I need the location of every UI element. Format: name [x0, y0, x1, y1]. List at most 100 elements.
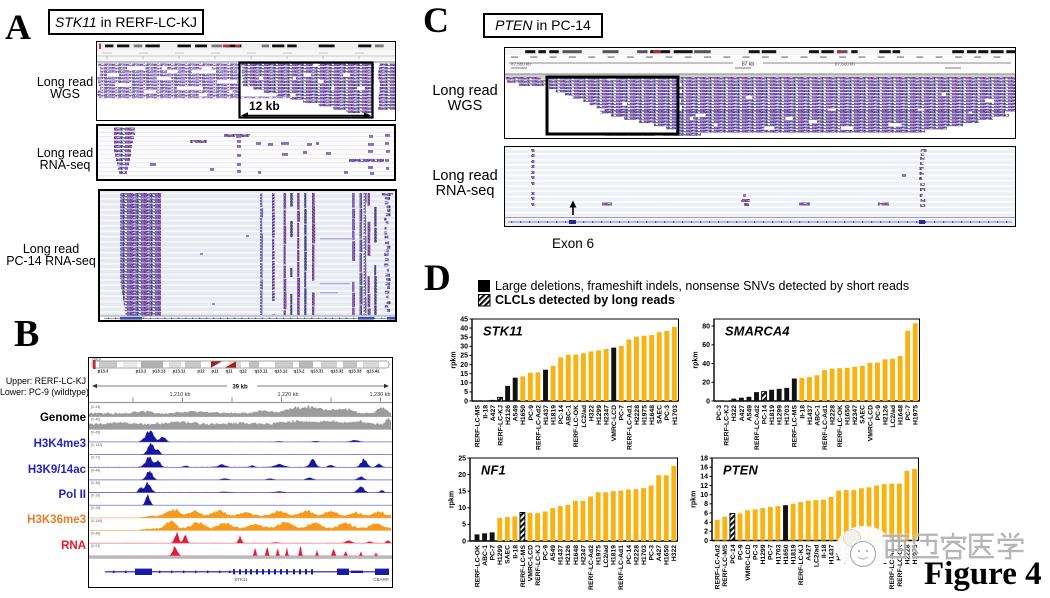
svg-text:15: 15 — [458, 489, 466, 496]
svg-text:rpkm: rpkm — [451, 351, 458, 368]
svg-text:A427: A427 — [738, 404, 745, 420]
svg-text:SMARCA4: SMARCA4 — [725, 323, 790, 338]
svg-text:20: 20 — [460, 361, 468, 368]
svg-text:RERF-LC-OK: RERF-LC-OK — [474, 545, 481, 587]
svg-text:H322: H322 — [731, 404, 738, 420]
svg-text:q13.2: q13.2 — [294, 369, 305, 374]
svg-text:[0-142]: [0-142] — [91, 443, 102, 447]
svg-text:PTEN: PTEN — [723, 463, 758, 478]
svg-text:PC-14: PC-14 — [761, 404, 768, 423]
svg-text:H1299: H1299 — [760, 544, 767, 564]
svg-text:40: 40 — [460, 325, 468, 332]
svg-text:0: 0 — [704, 538, 708, 545]
svg-text:rpkm: rpkm — [449, 491, 456, 508]
svg-text:1,230 kb: 1,230 kb — [369, 392, 390, 398]
svg-text:PC-14: PC-14 — [626, 545, 633, 564]
svg-text:[0-71]: [0-71] — [91, 456, 100, 460]
svg-text:2: 2 — [704, 529, 708, 536]
svg-text:[0-46]: [0-46] — [91, 418, 100, 422]
svg-text:A549: A549 — [746, 404, 753, 420]
svg-text:RERF-LC-KJ: RERF-LC-KJ — [497, 404, 504, 445]
svg-text:[0-93]: [0-93] — [91, 544, 100, 548]
svg-text:RERF-LC-MS: RERF-LC-MS — [475, 404, 482, 447]
svg-text:H2347: H2347 — [580, 545, 587, 565]
svg-text:PC-7: PC-7 — [619, 404, 626, 420]
svg-text:SAEC: SAEC — [505, 545, 512, 564]
svg-text:PC-7: PC-7 — [905, 404, 912, 420]
svg-text:NF1: NF1 — [481, 463, 506, 478]
svg-text:8: 8 — [704, 501, 708, 508]
svg-text:p12: p12 — [197, 369, 205, 374]
svg-text:A427: A427 — [656, 545, 663, 561]
svg-text:H2347: H2347 — [604, 404, 611, 424]
svg-text:LC2/ad: LC2/ad — [603, 545, 610, 568]
svg-text:H1975: H1975 — [912, 404, 919, 424]
svg-text:H2347: H2347 — [852, 404, 859, 424]
svg-text:PC-14: PC-14 — [730, 544, 737, 563]
svg-text:LC2/ad: LC2/ad — [581, 405, 588, 428]
svg-text:STK11: STK11 — [483, 323, 523, 338]
svg-text:H2228: H2228 — [633, 545, 640, 565]
svg-text:ABC-1: ABC-1 — [566, 404, 573, 425]
svg-text:H1650: H1650 — [520, 404, 527, 424]
svg-text:PC-9: PC-9 — [874, 404, 881, 420]
svg-text:PC-7: PC-7 — [768, 544, 775, 560]
svg-text:H1703: H1703 — [641, 545, 648, 565]
svg-text:RERF-LC-Ad1: RERF-LC-Ad1 — [821, 404, 828, 449]
svg-text:q12: q12 — [239, 369, 247, 374]
svg-text:q13.42: q13.42 — [366, 369, 380, 374]
svg-text:PC-9: PC-9 — [543, 545, 550, 561]
svg-text:RERF-LC-KJ: RERF-LC-KJ — [535, 545, 542, 586]
svg-text:VMRC-LCD: VMRC-LCD — [867, 404, 874, 440]
svg-text:87,550 kb: 87,550 kb — [511, 61, 531, 66]
svg-text:H1299: H1299 — [596, 404, 603, 424]
svg-text:PC-9: PC-9 — [737, 544, 744, 560]
svg-text:PC-3: PC-3 — [649, 545, 656, 561]
svg-text:10: 10 — [460, 380, 468, 387]
svg-text:H1650: H1650 — [844, 404, 851, 424]
svg-text:H1819: H1819 — [611, 545, 618, 565]
svg-text:PC-9: PC-9 — [528, 404, 535, 420]
svg-text:PC-3: PC-3 — [753, 544, 760, 560]
svg-text:RERF-LC-OK: RERF-LC-OK — [897, 544, 904, 586]
svg-text:q13.33: q13.33 — [348, 369, 362, 374]
svg-text:30: 30 — [460, 343, 468, 350]
svg-text:q13.31: q13.31 — [310, 369, 324, 374]
svg-text:0: 0 — [464, 398, 468, 405]
svg-text:RERF-LC-OK: RERF-LC-OK — [573, 404, 580, 446]
svg-text:H1703: H1703 — [672, 404, 679, 424]
svg-text:87,600 kb: 87,600 kb — [835, 61, 855, 66]
svg-text:87 kb: 87 kb — [742, 61, 754, 67]
svg-text:p13.3: p13.3 — [98, 369, 109, 374]
svg-text:RERF-LC-MS: RERF-LC-MS — [722, 544, 729, 587]
svg-text:10: 10 — [458, 505, 466, 512]
svg-text:H1975: H1975 — [912, 544, 919, 564]
svg-text:ABC-1: ABC-1 — [482, 545, 489, 566]
svg-text:0: 0 — [706, 398, 710, 405]
svg-text:H1299: H1299 — [497, 545, 504, 565]
svg-text:STK11: STK11 — [234, 577, 248, 582]
svg-text:RERF-LC-Ad1: RERF-LC-Ad1 — [626, 404, 633, 449]
svg-text:PC-7: PC-7 — [490, 545, 497, 561]
svg-text:H1703: H1703 — [775, 544, 782, 564]
svg-text:10: 10 — [700, 492, 708, 499]
svg-text:H2228: H2228 — [634, 404, 641, 424]
svg-text:rpkm: rpkm — [691, 491, 698, 508]
svg-text:H1819: H1819 — [791, 544, 798, 564]
svg-text:H2228: H2228 — [829, 404, 836, 424]
svg-text:RERF-LC-OK: RERF-LC-OK — [837, 404, 844, 446]
svg-text:VMRC-LCD: VMRC-LCD — [527, 545, 534, 581]
svg-text:14: 14 — [700, 474, 708, 481]
svg-text:RERF-LC-KJ: RERF-LC-KJ — [723, 404, 730, 445]
svg-text:39 kb: 39 kb — [232, 385, 248, 391]
svg-text:[0-45]: [0-45] — [91, 405, 100, 409]
svg-text:VMRC-LCD: VMRC-LCD — [745, 544, 752, 580]
svg-text:5: 5 — [462, 522, 466, 529]
svg-text:18: 18 — [700, 455, 708, 462]
svg-text:H1648: H1648 — [897, 404, 904, 424]
svg-text:45: 45 — [460, 316, 468, 323]
svg-text:80: 80 — [702, 323, 710, 330]
svg-text:RERF-LC-Ad1: RERF-LC-Ad1 — [889, 544, 896, 589]
svg-text:H1648: H1648 — [649, 404, 656, 424]
svg-text:1,210 kb: 1,210 kb — [169, 392, 190, 398]
